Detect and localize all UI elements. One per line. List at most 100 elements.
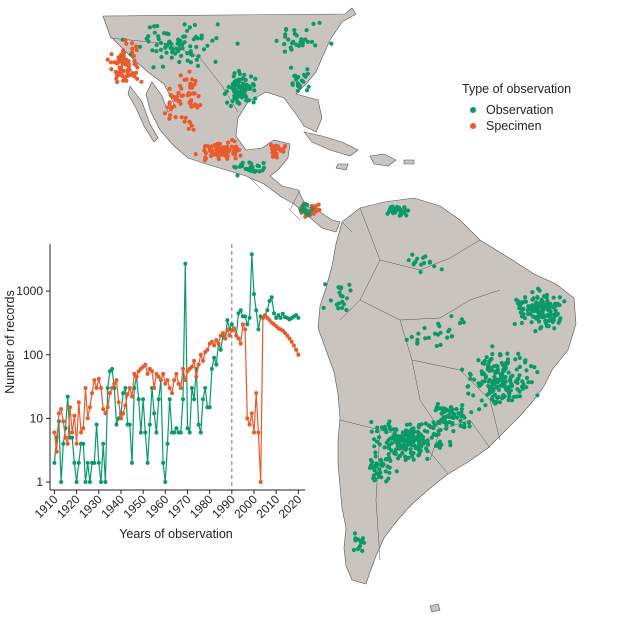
occurrence-point: [416, 331, 421, 336]
occurrence-point: [235, 173, 240, 178]
occurrence-point: [449, 314, 454, 319]
legend-item-specimen: Specimen: [470, 118, 571, 134]
occurrence-point: [290, 81, 295, 86]
occurrence-point: [388, 458, 393, 463]
occurrence-point: [448, 405, 454, 410]
y-tick-label: 100: [23, 348, 43, 362]
occurrence-point: [235, 83, 240, 88]
occurrence-point: [190, 53, 195, 58]
series-point-0: [101, 441, 106, 446]
occurrence-point: [416, 453, 421, 458]
occurrence-point: [479, 369, 484, 374]
occurrence-point: [225, 100, 230, 105]
occurrence-point: [201, 47, 207, 52]
series-point-1: [74, 441, 79, 446]
occurrence-point: [390, 206, 395, 211]
occurrence-point: [242, 85, 247, 90]
occurrence-point: [429, 435, 434, 440]
occurrence-point: [347, 282, 352, 287]
occurrence-point: [439, 417, 444, 422]
occurrence-point: [520, 307, 525, 312]
occurrence-point: [427, 260, 432, 265]
occurrence-point: [451, 429, 456, 434]
series-point-1: [243, 327, 248, 332]
occurrence-point: [423, 336, 428, 341]
occurrence-point: [516, 299, 521, 304]
occurrence-point: [507, 394, 512, 399]
occurrence-point: [410, 252, 415, 257]
series-point-0: [278, 315, 283, 320]
occurrence-point: [298, 208, 304, 213]
series-point-1: [145, 371, 150, 376]
x-tick-label: 1970: [165, 492, 194, 521]
series-point-0: [163, 480, 168, 484]
x-tick-label: 1960: [143, 492, 172, 521]
occurrence-point: [437, 324, 442, 329]
occurrence-point: [173, 51, 178, 56]
occurrence-point: [403, 428, 409, 433]
series-point-0: [143, 430, 148, 435]
occurrence-point: [139, 79, 144, 84]
occurrence-point: [348, 288, 353, 293]
y-tick-label: 10: [30, 411, 44, 425]
series-point-1: [76, 400, 81, 405]
occurrence-point: [188, 81, 193, 86]
occurrence-point: [411, 451, 416, 456]
occurrence-point: [305, 39, 310, 45]
series-point-1: [249, 411, 254, 416]
occurrence-point: [310, 206, 315, 211]
series-point-0: [61, 441, 66, 446]
occurrence-point: [393, 451, 398, 456]
occurrence-point: [407, 428, 412, 434]
occurrence-point: [419, 444, 424, 449]
occurrence-point: [242, 72, 247, 77]
occurrence-point: [449, 334, 455, 339]
series-point-1: [198, 352, 203, 357]
series-point-0: [52, 460, 57, 465]
series-point-1: [172, 378, 177, 383]
occurrence-point: [540, 315, 545, 320]
occurrence-point: [283, 32, 288, 37]
occurrence-point: [183, 115, 188, 120]
legend-item-observation: Observation: [470, 102, 571, 118]
occurrence-point: [360, 548, 365, 554]
series-point-0: [105, 386, 110, 390]
series-point-1: [296, 352, 301, 357]
y-tick-label: 1000: [16, 284, 43, 298]
occurrence-point: [459, 414, 464, 419]
occurrence-point: [185, 51, 190, 56]
occurrence-point: [432, 423, 437, 428]
occurrence-point: [240, 91, 246, 97]
series-point-1: [205, 347, 210, 352]
occurrence-point: [251, 100, 256, 105]
series-point-0: [145, 460, 150, 465]
occurrence-point: [393, 447, 399, 452]
occurrence-point: [439, 411, 445, 416]
occurrence-point: [305, 67, 310, 72]
series-point-1: [127, 386, 132, 390]
occurrence-point: [477, 407, 482, 412]
series-point-1: [163, 381, 168, 386]
occurrence-point: [133, 62, 138, 67]
series-point-1: [170, 391, 174, 396]
occurrence-point: [504, 388, 509, 393]
occurrence-point: [400, 451, 405, 456]
occurrence-point: [232, 86, 237, 91]
legend: Type of observation Observation Specimen: [462, 82, 571, 134]
occurrence-point: [458, 418, 463, 423]
occurrence-point: [531, 314, 536, 319]
occurrence-point: [214, 36, 219, 41]
occurrence-point: [491, 399, 496, 404]
occurrence-point: [135, 76, 140, 81]
series-point-1: [225, 327, 230, 332]
series-point-1: [192, 358, 197, 363]
occurrence-point: [441, 408, 446, 413]
occurrence-point: [182, 22, 187, 27]
occurrence-point: [491, 386, 496, 392]
occurrence-point: [168, 107, 173, 112]
x-tick-label: 2020: [276, 492, 305, 521]
occurrence-point: [524, 385, 529, 390]
chart-series: [52, 252, 301, 484]
occurrence-point: [340, 294, 345, 299]
occurrence-point: [490, 344, 495, 349]
